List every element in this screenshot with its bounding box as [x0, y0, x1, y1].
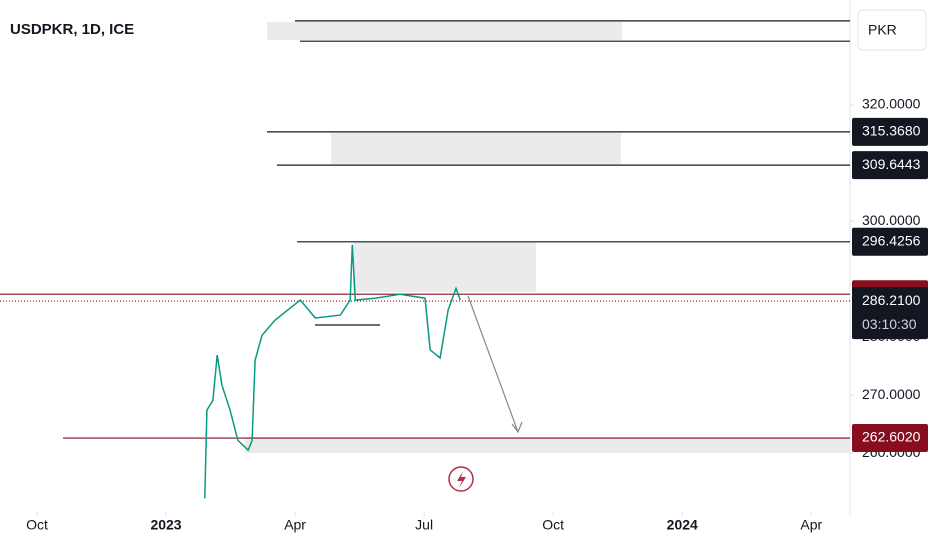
- zone: [331, 133, 621, 164]
- x-tick-label: Apr: [284, 517, 306, 533]
- x-tick-label: Oct: [542, 517, 564, 533]
- price-label: 296.4256: [862, 232, 921, 248]
- arrow: [467, 295, 523, 434]
- price-label-box: [852, 287, 928, 340]
- price-label: 309.6443: [862, 156, 921, 172]
- zone: [245, 437, 850, 453]
- x-tick-label: 2024: [667, 517, 698, 533]
- zone: [353, 242, 536, 292]
- x-tick-label: 2023: [150, 517, 181, 533]
- event-icon[interactable]: [448, 466, 474, 492]
- y-tick-label: 270.0000: [862, 386, 921, 402]
- price-label-box: [852, 227, 928, 256]
- x-tick-label: Apr: [800, 517, 822, 533]
- price-label: 286.2100: [862, 292, 921, 308]
- y-tick-label: 320.0000: [862, 96, 921, 112]
- price-label-box: [852, 117, 928, 146]
- x-tick-label: Jul: [415, 517, 433, 533]
- zone: [267, 22, 622, 40]
- price-line: [204, 244, 462, 499]
- currency-button[interactable]: [857, 9, 927, 51]
- chart-title: USDPKR, 1D, ICE: [10, 21, 134, 38]
- y-tick-label: 300.0000: [862, 212, 921, 228]
- price-label-box: [852, 151, 928, 180]
- x-tick-label: Oct: [26, 517, 48, 533]
- price-label: 315.3680: [862, 123, 921, 139]
- price-label-box: [852, 424, 928, 453]
- price-label: 262.6020: [862, 429, 921, 445]
- event-bolt: [457, 471, 466, 488]
- countdown: 03:10:30: [862, 316, 917, 332]
- currency: PKR: [868, 22, 897, 38]
